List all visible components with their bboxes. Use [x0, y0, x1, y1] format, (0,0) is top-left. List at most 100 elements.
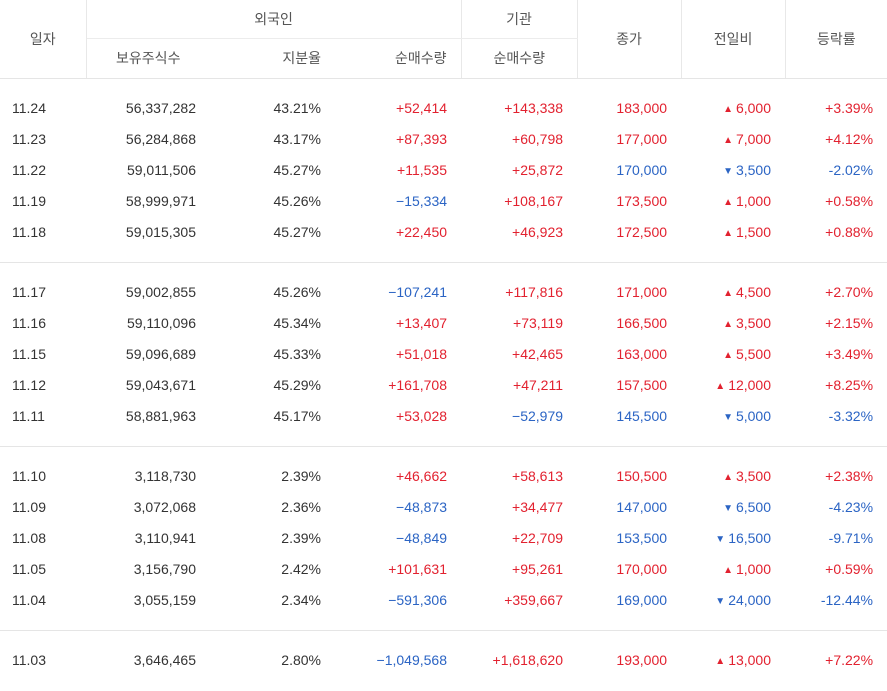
- date-cell-value: 11.15: [12, 346, 46, 362]
- holdings-cell: 59,002,855: [86, 277, 210, 308]
- date-cell-value: 11.09: [12, 499, 46, 515]
- triangle-up-icon: ▲: [723, 350, 733, 361]
- holdings-cell-value: 3,118,730: [134, 468, 196, 484]
- group-divider: [0, 261, 887, 263]
- foreign-net-cell-value: +161,708: [388, 377, 448, 393]
- table-row: 11.08 3,110,941 2.39% −48,849 +22,709 153,500…: [0, 523, 887, 554]
- rate-cell: -2.02%: [785, 155, 887, 186]
- date-cell: 11.12: [0, 370, 86, 401]
- date-cell: 11.24: [0, 93, 86, 124]
- holdings-cell: 3,118,730: [86, 461, 210, 492]
- triangle-up-icon: ▲: [723, 472, 733, 483]
- foreign-net-cell-value: +11,535: [397, 162, 448, 178]
- row-spacer: [0, 432, 887, 447]
- share-cell-value: 45.27%: [273, 224, 321, 240]
- rate-cell: +4.12%: [785, 124, 887, 155]
- rate-cell: -9.71%: [785, 523, 887, 554]
- foreign-net-cell-value: +46,662: [396, 468, 448, 484]
- foreign-net-cell: +101,631: [335, 554, 461, 585]
- triangle-up-icon: ▲: [723, 228, 733, 239]
- share-cell-value: 45.33%: [273, 346, 321, 362]
- share-cell-value: 45.34%: [273, 315, 321, 331]
- change-cell: ▲ 6,000: [681, 93, 785, 124]
- date-cell: 11.09: [0, 492, 86, 523]
- inst-net-cell: +42,465: [461, 339, 577, 370]
- close-cell-value: 193,000: [616, 652, 668, 668]
- row-spacer: [0, 78, 887, 93]
- inst-net-cell-value: +95,261: [512, 561, 564, 577]
- rate-cell-value: -3.32%: [828, 408, 874, 424]
- holdings-cell: 58,881,963: [86, 401, 210, 432]
- rate-cell-value: +2.70%: [825, 284, 874, 300]
- inst-net-cell-value: +73,119: [513, 315, 564, 331]
- triangle-up-icon: ▲: [723, 319, 733, 330]
- share-cell: 2.36%: [210, 492, 335, 523]
- table-row: 11.16 59,110,096 45.34% +13,407 +73,119 166,5…: [0, 308, 887, 339]
- share-cell-value: 2.42%: [281, 561, 321, 577]
- date-cell: 11.22: [0, 155, 86, 186]
- rate-cell-value: +0.59%: [825, 561, 874, 577]
- date-cell-value: 11.16: [12, 315, 46, 331]
- share-cell-value: 2.39%: [281, 530, 321, 546]
- change-cell-value: 16,500: [728, 530, 772, 546]
- table-body: 11.24 56,337,282 43.21% +52,414 +143,338 183,…: [0, 78, 887, 676]
- close-cell: 170,000: [577, 554, 681, 585]
- rate-cell-value: -12.44%: [820, 592, 874, 608]
- holdings-cell-value: 59,002,855: [125, 284, 196, 300]
- share-cell-value: 45.17%: [273, 408, 321, 424]
- foreign-net-cell: −107,241: [335, 277, 461, 308]
- foreign-net-cell: +52,414: [335, 93, 461, 124]
- close-cell: 166,500: [577, 308, 681, 339]
- share-cell-value: 2.80%: [281, 652, 321, 668]
- share-cell-value: 45.26%: [273, 284, 321, 300]
- change-cell: ▼ 16,500: [681, 523, 785, 554]
- foreign-net-cell-value: +101,631: [388, 561, 448, 577]
- table-row: 11.22 59,011,506 45.27% +11,535 +25,872 170,0…: [0, 155, 887, 186]
- close-cell: 145,500: [577, 401, 681, 432]
- inst-net-cell: +22,709: [461, 523, 577, 554]
- close-cell-value: 153,500: [616, 530, 668, 546]
- triangle-up-icon: ▲: [715, 381, 726, 392]
- holdings-cell: 59,015,305: [86, 217, 210, 248]
- row-spacer: [0, 631, 887, 645]
- table-row: 11.19 58,999,971 45.26% −15,334 +108,167 173,…: [0, 186, 887, 217]
- date-cell-value: 11.19: [12, 193, 46, 209]
- rate-cell: -4.23%: [785, 492, 887, 523]
- inst-net-cell-value: +22,709: [512, 530, 564, 546]
- date-cell: 11.05: [0, 554, 86, 585]
- holdings-cell-value: 59,015,305: [125, 224, 196, 240]
- close-cell: 147,000: [577, 492, 681, 523]
- share-cell: 43.21%: [210, 93, 335, 124]
- rate-cell: -12.44%: [785, 585, 887, 616]
- foreign-net-cell: −48,873: [335, 492, 461, 523]
- holdings-cell: 3,110,941: [86, 523, 210, 554]
- close-cell-value: 166,500: [616, 315, 668, 331]
- change-cell-value: 3,500: [735, 162, 772, 178]
- rate-cell: +0.59%: [785, 554, 887, 585]
- share-cell: 43.17%: [210, 124, 335, 155]
- foreign-net-cell: +53,028: [335, 401, 461, 432]
- inst-net-cell-value: +34,477: [512, 499, 564, 515]
- table-row: 11.18 59,015,305 45.27% +22,450 +46,923 172,5…: [0, 217, 887, 248]
- share-cell-value: 2.34%: [281, 592, 321, 608]
- inst-net-cell: −52,979: [461, 401, 577, 432]
- close-cell-value: 150,500: [616, 468, 668, 484]
- close-cell: 177,000: [577, 124, 681, 155]
- date-cell-value: 11.04: [12, 592, 46, 608]
- share-cell: 45.34%: [210, 308, 335, 339]
- close-cell: 163,000: [577, 339, 681, 370]
- foreign-net-cell: −591,306: [335, 585, 461, 616]
- rate-cell: +2.38%: [785, 461, 887, 492]
- rate-cell-value: +3.49%: [825, 346, 874, 362]
- date-cell-value: 11.05: [12, 561, 46, 577]
- share-cell-value: 2.36%: [281, 499, 321, 515]
- change-cell: ▲ 1,000: [681, 186, 785, 217]
- foreign-net-cell: +22,450: [335, 217, 461, 248]
- change-cell: ▲ 5,500: [681, 339, 785, 370]
- rate-cell-value: +2.15%: [825, 315, 874, 331]
- close-cell-value: 145,500: [616, 408, 668, 424]
- close-cell-value: 157,500: [616, 377, 668, 393]
- change-cell-value: 7,000: [735, 131, 772, 147]
- inst-net-cell-value: −52,979: [512, 408, 564, 424]
- share-cell: 2.34%: [210, 585, 335, 616]
